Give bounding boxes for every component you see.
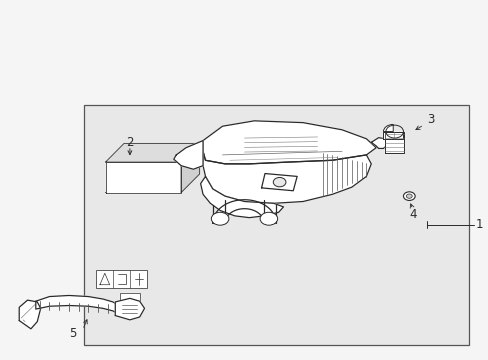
Circle shape <box>260 212 277 225</box>
Polygon shape <box>383 132 402 139</box>
Text: 4: 4 <box>408 208 416 221</box>
Polygon shape <box>200 176 283 218</box>
Polygon shape <box>203 151 370 203</box>
Text: 3: 3 <box>427 113 434 126</box>
Polygon shape <box>212 200 276 223</box>
Polygon shape <box>261 174 297 191</box>
Polygon shape <box>203 121 375 164</box>
Circle shape <box>211 212 228 225</box>
Text: 2: 2 <box>126 136 133 149</box>
Polygon shape <box>105 143 199 162</box>
Polygon shape <box>19 300 41 329</box>
Circle shape <box>403 192 414 201</box>
Polygon shape <box>384 132 404 153</box>
Circle shape <box>273 177 285 187</box>
Circle shape <box>406 194 411 198</box>
Text: 5: 5 <box>69 327 77 340</box>
Polygon shape <box>173 140 203 169</box>
Text: 1: 1 <box>475 218 483 231</box>
Wedge shape <box>383 125 392 132</box>
Polygon shape <box>115 298 144 320</box>
Bar <box>96 270 147 288</box>
Polygon shape <box>105 174 199 193</box>
Polygon shape <box>370 138 387 148</box>
Polygon shape <box>105 162 181 193</box>
Bar <box>83 105 468 345</box>
Polygon shape <box>120 293 140 301</box>
Polygon shape <box>36 296 118 314</box>
Polygon shape <box>181 143 199 193</box>
